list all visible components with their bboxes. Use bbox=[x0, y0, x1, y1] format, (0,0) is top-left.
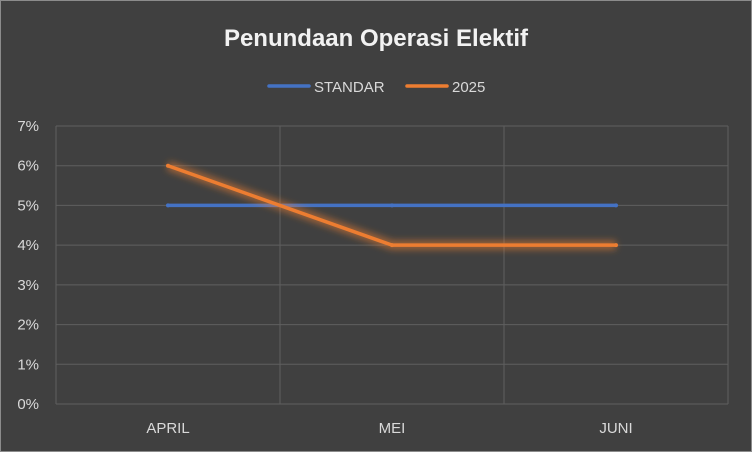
y-axis-tick-labels: 0% 1% 2% 3% 4% 5% 6% 7% bbox=[17, 118, 39, 413]
data-point-standar[interactable] bbox=[614, 203, 618, 208]
y-tick-label: 7% bbox=[17, 118, 39, 135]
x-tick-label: MEI bbox=[379, 420, 406, 437]
legend-item-2025[interactable]: 2025 bbox=[405, 79, 485, 96]
legend-label-2025: 2025 bbox=[452, 79, 485, 96]
y-tick-label: 2% bbox=[17, 317, 39, 334]
legend-label-standar: STANDAR bbox=[314, 79, 385, 96]
y-tick-label: 3% bbox=[17, 277, 39, 294]
y-tick-label: 0% bbox=[17, 396, 39, 413]
series-lines bbox=[166, 161, 618, 250]
data-point-2025[interactable] bbox=[390, 243, 394, 248]
y-tick-label: 6% bbox=[17, 158, 39, 175]
data-point-standar[interactable] bbox=[390, 203, 394, 208]
y-tick-label: 5% bbox=[17, 197, 39, 214]
chart-title: Penundaan Operasi Elektif bbox=[224, 25, 529, 52]
gridlines bbox=[55, 125, 729, 405]
x-axis-tick-labels: APRIL MEI JUNI bbox=[146, 420, 632, 437]
data-point-standar[interactable] bbox=[166, 203, 170, 208]
x-tick-label: APRIL bbox=[146, 420, 189, 437]
x-tick-label: JUNI bbox=[599, 420, 632, 437]
legend-item-standar[interactable]: STANDAR bbox=[267, 79, 385, 96]
data-point-2025[interactable] bbox=[614, 243, 618, 248]
y-tick-label: 4% bbox=[17, 237, 39, 254]
legend: STANDAR 2025 bbox=[267, 79, 485, 96]
data-point-2025[interactable] bbox=[166, 163, 170, 168]
y-tick-label: 1% bbox=[17, 356, 39, 373]
